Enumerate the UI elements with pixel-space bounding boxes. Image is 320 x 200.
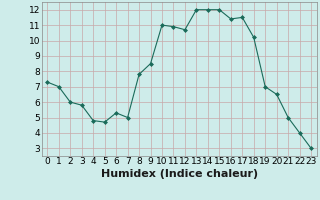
X-axis label: Humidex (Indice chaleur): Humidex (Indice chaleur) [100, 169, 258, 179]
